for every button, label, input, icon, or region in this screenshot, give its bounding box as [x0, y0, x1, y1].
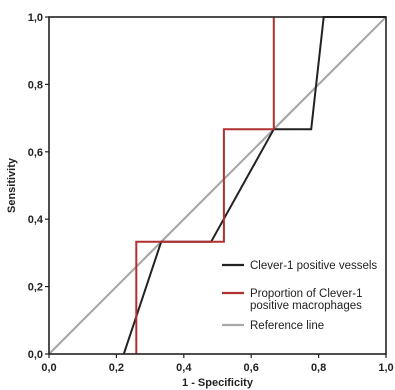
series-line-1: [135, 17, 275, 354]
y-tick-label: 0,8: [28, 79, 43, 91]
legend-label-1: Proportion of Clever-1: [250, 288, 363, 300]
x-axis-label: 1 - Specificity: [182, 377, 254, 389]
y-tick-label: 0,6: [28, 147, 43, 159]
y-tick-label: 0,0: [28, 349, 43, 361]
x-tick-label: 0,0: [41, 362, 56, 374]
plot-frame: [48, 16, 387, 355]
legend: Clever-1 positive vessels Proportion of C…: [222, 260, 377, 332]
legend-label-2: Reference line: [250, 320, 324, 332]
y-tick-label: 1,0: [28, 12, 43, 24]
axes: 0,0 0,2 0,4 0,6 0,8 1,0 0,0 0,2 0,4 0,6 0,8 1,0 1 - …: [6, 12, 394, 389]
y-tick-label: 0,4: [28, 214, 44, 226]
x-tick-label: 0,2: [109, 362, 124, 374]
x-tick-label: 1,0: [378, 362, 393, 374]
legend-label-0: Clever-1 positive vessels: [250, 260, 377, 272]
x-tick-label: 0,4: [176, 362, 192, 374]
series-line-2: [48, 16, 387, 355]
legend-label-1: positive macrophages: [250, 300, 362, 312]
y-axis-label: Sensitivity: [6, 157, 18, 213]
y-tick-label: 0,2: [28, 282, 43, 294]
x-tick-label: 0,8: [311, 362, 326, 374]
x-tick-label: 0,6: [244, 362, 259, 374]
